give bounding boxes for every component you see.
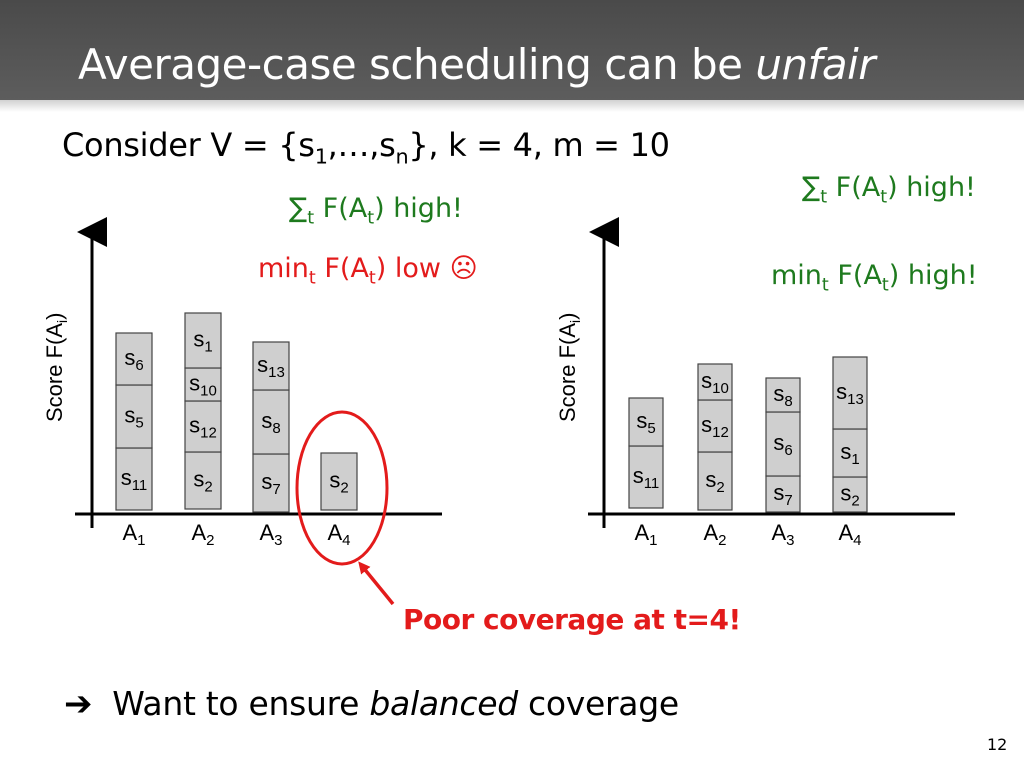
category-label: A2 (703, 520, 726, 549)
consider-prefix: Consider V = {s (62, 126, 315, 164)
want-suffix: coverage (517, 684, 679, 723)
sensor-block (184, 312, 222, 369)
sensor-block-label: s8 (261, 408, 280, 437)
sensor-block (832, 428, 868, 478)
sensor-block-label: s5 (124, 403, 143, 432)
sensor-block (184, 400, 222, 453)
sensor-block (184, 367, 222, 402)
poor-coverage-arrow (358, 561, 395, 606)
sensor-block (765, 377, 801, 413)
category-label: A2 (191, 520, 214, 549)
title-italic-text: unfair (755, 40, 876, 89)
sensor-block-label: s6 (773, 430, 792, 459)
right-arrow-icon: ➔ (64, 684, 93, 724)
sensor-block (252, 341, 290, 391)
sub-t: t (880, 187, 888, 208)
title-bar: Average-case scheduling can be unfair (0, 0, 1024, 112)
sub-t: t (368, 268, 376, 289)
want-prefix: Want to ensure (112, 684, 370, 723)
right-y-axis-label: Score F(Ai) (555, 313, 583, 422)
label-part: ) low (375, 253, 450, 284)
category-label: A4 (327, 520, 350, 549)
sensor-block-label: s6 (124, 345, 143, 374)
category-label: A4 (838, 520, 861, 549)
sensor-block (628, 397, 664, 447)
sensor-block-label: s13 (836, 379, 864, 408)
sensor-block-label: s11 (121, 465, 148, 494)
sensor-block (697, 363, 733, 401)
sensor-block-label: s2 (705, 467, 724, 496)
sensor-block-label: s8 (773, 381, 792, 410)
sensor-block-label: s2 (193, 467, 212, 496)
label-part: min (258, 253, 309, 284)
category-label: A3 (259, 520, 282, 549)
sub-t: t (307, 208, 315, 229)
label-part: F(A (314, 193, 368, 224)
frown-face-icon: ☹ (449, 253, 478, 284)
sub-t: t (367, 208, 375, 229)
poor-coverage-circle (295, 410, 389, 566)
label-part: ) high! (887, 172, 976, 203)
sensor-block-label: s12 (701, 412, 729, 441)
sensor-block-label: s11 (633, 463, 660, 492)
sub-t: t (881, 275, 889, 296)
sensor-block-label: s5 (636, 408, 655, 437)
want-balanced-statement: ➔ Want to ensure balanced coverage (64, 684, 679, 724)
sub-t: t (308, 268, 316, 289)
label-part: ) high! (374, 193, 463, 224)
sensor-block-label: s7 (773, 480, 792, 509)
sensor-block-label: s10 (701, 368, 729, 397)
label-part: ) high! (888, 260, 978, 291)
sensor-block (115, 332, 153, 386)
consider-statement: Consider V = {s1,…,sn}, k = 4, m = 10 (62, 126, 670, 168)
label-part: F(A (828, 260, 882, 291)
sensor-block-label: s1 (193, 327, 212, 356)
category-label: A3 (771, 520, 794, 549)
sensor-block (832, 356, 868, 430)
left-y-axis-label: Score F(Ai) (42, 313, 70, 422)
sub-t: t (820, 187, 828, 208)
label-part: min (771, 260, 822, 291)
sigma-symbol: ∑ (802, 172, 821, 203)
page-number: 12 (987, 735, 1008, 754)
sensor-block (697, 451, 733, 511)
sensor-block (252, 389, 290, 455)
category-label: A1 (634, 520, 657, 549)
want-italic: balanced (369, 684, 518, 723)
title-main-text: Average-case scheduling can be (78, 40, 756, 89)
sensor-block-label: s7 (261, 469, 280, 498)
sensor-block-label: s13 (257, 352, 285, 381)
sensor-block-label: s1 (840, 439, 859, 468)
sensor-block (765, 411, 801, 477)
consider-suffix: }, k = 4, m = 10 (408, 126, 670, 164)
sensor-block-label: s12 (189, 413, 217, 442)
poor-coverage-label: Poor coverage at t=4! (403, 603, 741, 636)
slide-title: Average-case scheduling can be unfair (78, 40, 876, 89)
label-part: F(A (827, 172, 881, 203)
sensor-block-label: s2 (329, 468, 348, 497)
sigma-symbol: ∑ (289, 193, 308, 224)
sensor-block-label: s10 (189, 371, 217, 400)
sensor-block (252, 453, 290, 513)
right-sum-high-label: ∑t F(At) high! (802, 172, 976, 207)
right-min-high-label: mint F(At) high! (771, 260, 978, 295)
left-min-low-label: mint F(At) low ☹ (258, 253, 478, 288)
category-label: A1 (122, 520, 145, 549)
sensor-block (765, 475, 801, 513)
consider-sub-n: n (395, 144, 409, 169)
consider-mid: ,…,s (327, 126, 396, 164)
sensor-block (320, 452, 358, 511)
sub-t: t (821, 275, 829, 296)
left-sum-high-label: ∑t F(At) high! (289, 193, 463, 228)
sensor-block-label: s2 (840, 481, 859, 510)
label-part: F(A (315, 253, 369, 284)
sensor-block (115, 384, 153, 449)
consider-sub-1: 1 (314, 144, 328, 169)
